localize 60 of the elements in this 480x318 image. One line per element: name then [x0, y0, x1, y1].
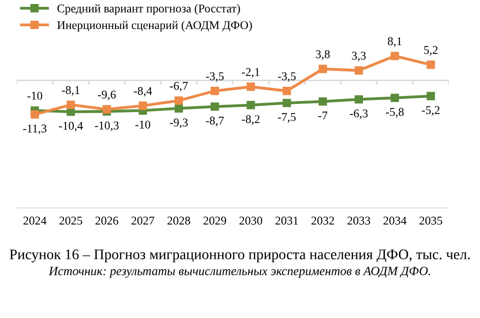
x-tick-label: 2033	[348, 216, 370, 225]
data-label: -11,3	[23, 124, 46, 134]
data-label: -3,5	[206, 72, 224, 82]
point	[282, 98, 291, 108]
x-tick-label: 2027	[132, 216, 154, 225]
point	[246, 100, 255, 110]
point	[282, 86, 291, 96]
x-tick-label: 2030	[240, 216, 262, 225]
point	[426, 60, 435, 69]
point	[318, 64, 327, 74]
point	[174, 96, 183, 105]
point	[138, 102, 147, 110]
x-tick-label: 2025	[60, 216, 82, 225]
data-label: -5,8	[386, 108, 404, 118]
data-label: 3,3	[352, 52, 366, 62]
data-label: 8,1	[388, 37, 402, 47]
point	[102, 105, 111, 114]
point	[354, 95, 363, 104]
point	[210, 102, 219, 111]
data-label: -6,7	[170, 82, 188, 92]
data-label: -2,1	[242, 68, 260, 78]
x-tick-label: 2028	[168, 216, 190, 225]
data-label: -5,2	[422, 106, 440, 116]
x-tick-label: 2034	[384, 216, 406, 225]
x-tick-label: 2026	[96, 216, 118, 225]
point	[30, 110, 39, 119]
data-label: -8,7	[206, 116, 224, 126]
data-label: 3,8	[316, 50, 330, 60]
text: Источник: результаты вычислительных экспериментов в АОДМ ДФО.	[48, 266, 430, 278]
data-label: -8,4	[134, 87, 152, 97]
point	[390, 52, 399, 60]
text: Рисунок 16 – Прогноз миграционного прироста населения ДФО, тыс. чел.	[10, 250, 470, 262]
point	[318, 97, 327, 106]
data-label: -9,6	[98, 90, 116, 100]
point	[174, 104, 183, 113]
data-label: -9,3	[170, 118, 188, 128]
data-label: 5,2	[424, 46, 438, 56]
x-tick-label: 2024	[24, 216, 46, 225]
legend-label: Инерционный сценарий (АОДМ ДФО)	[57, 20, 252, 32]
x-tick-label: 2035	[420, 216, 442, 225]
data-label: -3,5	[278, 72, 296, 82]
x-tick-label: 2032	[312, 216, 334, 225]
data-label: -7	[318, 112, 328, 120]
data-label: -8,1	[62, 86, 80, 96]
data-label: -7,5	[278, 113, 296, 123]
point	[426, 92, 435, 100]
point	[66, 100, 75, 109]
data-label: -6,3	[350, 109, 368, 120]
point	[210, 86, 219, 96]
x-tick-label: 2029	[204, 216, 226, 225]
data-label: -10,3	[94, 121, 119, 132]
data-label: -10	[27, 92, 42, 100]
legend-label: Средний вариант прогноза (Росстат)	[57, 4, 240, 15]
x-tick-label: 2031	[276, 216, 298, 225]
point	[246, 82, 255, 91]
data-label: -10,4	[58, 122, 83, 132]
data-label: -10	[135, 120, 150, 129]
point	[390, 94, 399, 102]
point	[354, 66, 363, 75]
data-label: -8,2	[242, 115, 260, 125]
